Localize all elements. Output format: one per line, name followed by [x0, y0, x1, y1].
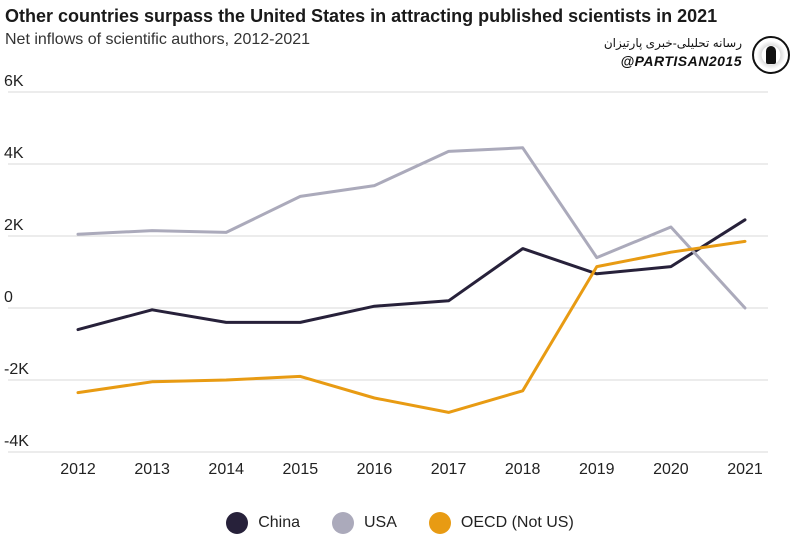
y-tick-label: 6K [4, 73, 24, 90]
brand-watermark: رسانه تحلیلی-خبری پارتیزان @PARTISAN2015 [603, 36, 790, 74]
y-tick-label: 2K [4, 217, 24, 234]
chart-subtitle: Net inflows of scientific authors, 2012-… [5, 31, 311, 48]
y-tick-label: -2K [4, 361, 29, 378]
chart-title: Other countries surpass the United State… [5, 6, 718, 26]
x-tick-label: 2017 [431, 461, 467, 478]
legend-label: USA [364, 514, 397, 531]
x-tick-label: 2013 [134, 461, 170, 478]
legend-swatch [332, 512, 354, 534]
x-tick-label: 2019 [579, 461, 615, 478]
legend-item: OECD (Not US) [428, 512, 574, 534]
series-line-oecd-not-us [76, 239, 747, 414]
x-tick-label: 2015 [283, 461, 319, 478]
brand-logo-icon [752, 36, 790, 74]
series-line-usa [76, 146, 747, 310]
brand-handle: @PARTISAN2015 [620, 53, 742, 69]
legend-swatch [428, 512, 451, 534]
x-tick-label: 2021 [727, 461, 763, 478]
legend-swatch [226, 512, 249, 534]
y-tick-label: 4K [4, 145, 24, 162]
legend: China USA OECD (Not US) [0, 512, 800, 534]
brand-persian-text: رسانه تحلیلی-خبری پارتیزان [603, 36, 742, 50]
legend-label: OECD (Not US) [460, 514, 574, 531]
x-tick-label: 2018 [505, 461, 541, 478]
x-tick-label: 2020 [653, 461, 689, 478]
y-tick-label: -4K [4, 433, 29, 450]
line-chart: -4K -2K 0 2K 4K 6K 2012 2013 2014 2015 2016 2017 201… [4, 73, 768, 478]
y-tick-label: 0 [4, 289, 13, 306]
x-tick-label: 2014 [208, 461, 244, 478]
legend-item: China [226, 512, 300, 534]
legend-label: China [258, 514, 300, 531]
legend-item: USA [332, 512, 397, 534]
x-tick-label: 2012 [60, 461, 96, 478]
series-line-china [76, 218, 747, 332]
x-tick-label: 2016 [357, 461, 393, 478]
